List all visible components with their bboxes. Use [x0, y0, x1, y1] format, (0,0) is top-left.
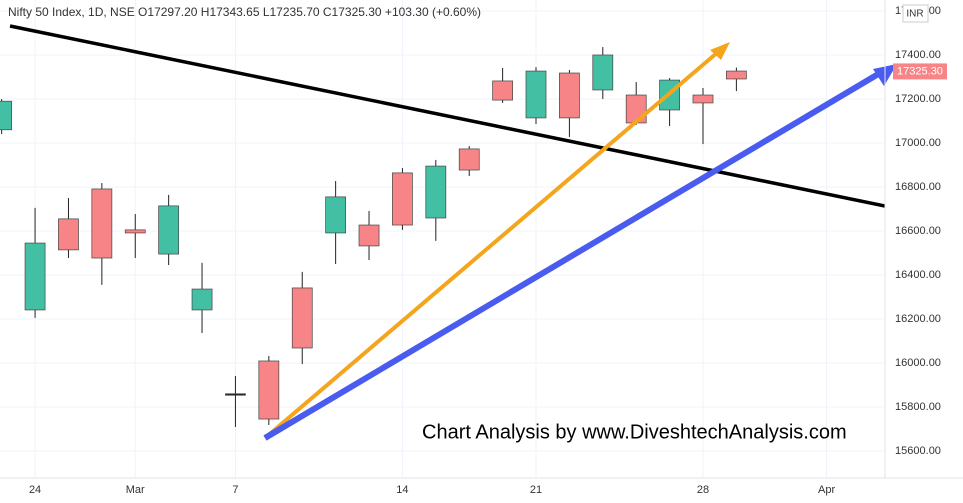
candle-body: [392, 172, 413, 226]
arrow-line: [263, 50, 720, 440]
candles: [0, 47, 747, 427]
candle-body: [91, 188, 113, 259]
candle-body: [559, 72, 580, 119]
candle-body: [24, 242, 46, 311]
candle-body: [225, 393, 246, 396]
watermark: Chart Analysis by www.DiveshtechAnalysis…: [422, 421, 847, 443]
chart-title: Nifty 50 Index, 1D, NSE O17297.20 H17343…: [8, 5, 481, 19]
x-tick-label: 7: [232, 484, 238, 496]
x-tick-label: Mar: [126, 484, 145, 496]
candle-body: [291, 287, 313, 349]
currency[interactable]: INR: [906, 9, 923, 20]
candle-body: [158, 205, 180, 255]
candle-body: [592, 54, 614, 91]
candle-body: [492, 80, 513, 101]
arrow-line: [263, 70, 882, 441]
candle-body: [692, 94, 714, 104]
y-tick-label: 15800.00: [895, 401, 941, 413]
candle-body: [458, 148, 480, 171]
candle-body: [124, 229, 146, 234]
arrow-head: [710, 42, 730, 60]
currency-box[interactable]: [902, 4, 929, 23]
price-label: 17325.30: [897, 65, 943, 77]
candle-body: [358, 224, 380, 247]
x-tick-label: 14: [396, 484, 408, 496]
y-tick-label: 16200.00: [895, 313, 941, 325]
candle-body: [726, 70, 747, 80]
y-axis: 15600.00 15800.00 16000.00 16200.00 16400.00…: [895, 5, 941, 457]
candle-body: [0, 100, 13, 131]
y-tick-label: 17000.00: [895, 137, 941, 149]
grid: [0, 0, 885, 478]
candle-body: [58, 218, 79, 251]
y-tick-label: 16600.00: [895, 225, 941, 237]
x-tick-label: 21: [530, 484, 542, 496]
trend-line: [9, 24, 885, 208]
x-tick-label: Apr: [818, 484, 835, 496]
y-tick-label: 15600.00: [895, 445, 941, 457]
candle-body: [325, 196, 347, 234]
price-label-box: [893, 63, 947, 80]
y-tick-label: 16400.00: [895, 269, 941, 281]
x-tick-label: 28: [697, 484, 709, 496]
candle-body: [191, 288, 213, 311]
candle-body: [525, 70, 547, 119]
y-tick-label: 17400.00: [895, 49, 941, 61]
candle-body: [625, 94, 647, 124]
drawings: [9, 24, 885, 441]
candle-body: [425, 165, 447, 219]
y-tick-label: 16000.00: [895, 357, 941, 369]
y-tick-label: 16800.00: [895, 181, 941, 193]
x-tick-label: 24: [29, 484, 41, 496]
candle-body: [258, 360, 280, 420]
y-tick-label: 17200.00: [895, 93, 941, 105]
